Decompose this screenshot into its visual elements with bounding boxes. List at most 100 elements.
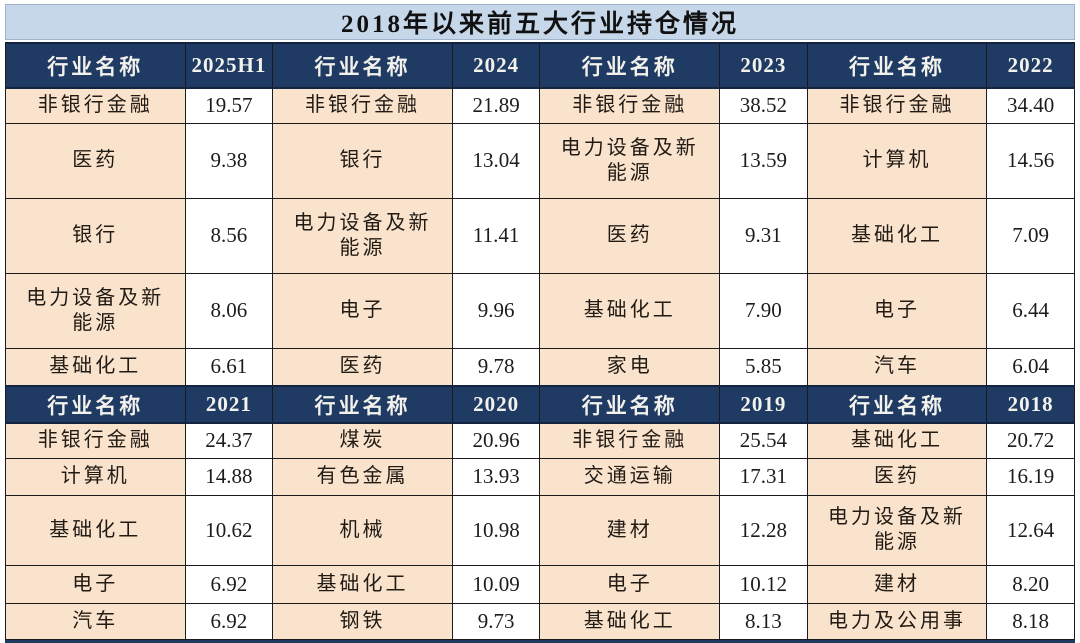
value-cell: 20.72 (986, 422, 1075, 459)
industry-label: 汽车 (72, 609, 119, 632)
industry-label: 交通运输 (583, 465, 676, 487)
industry-cell: 电子 (806, 272, 988, 349)
year-header-cell: 2021 (184, 385, 274, 424)
value-cell: 9.73 (451, 602, 541, 640)
value-cell: 6.92 (184, 564, 274, 604)
industry-cell: 有色金属 (272, 457, 453, 496)
industry-label: 基础化工 (316, 572, 409, 595)
industry-cell: 银行 (5, 197, 186, 274)
header-row-bottom: 行业名称 2021 行业名称 2020 行业名称 2019 行业名称 2018 (5, 385, 1075, 424)
industry-label: 非银行金融 (37, 429, 153, 452)
industry-label: 基础化工 (583, 299, 676, 321)
industry-label: 计算机 (862, 149, 932, 171)
industry-cell: 电子 (539, 564, 721, 604)
industry-label: 电力设备及新能源 (26, 286, 165, 334)
industry-cell: 基础化工 (539, 602, 721, 640)
industry-header-cell: 行业名称 (5, 42, 186, 89)
value-cell: 19.57 (184, 87, 274, 124)
industry-label: 基础化工 (583, 609, 676, 632)
industry-cell: 基础化工 (806, 197, 988, 274)
year-header-cell: 2022 (986, 42, 1075, 89)
value-cell: 16.19 (986, 457, 1075, 496)
industry-cell: 基础化工 (806, 422, 988, 459)
industry-label: 医药 (873, 465, 920, 487)
year-header-cell: 2019 (719, 385, 808, 424)
industry-cell: 医药 (272, 347, 453, 387)
value-cell: 10.09 (451, 564, 541, 604)
industry-cell: 非银行金融 (5, 422, 186, 459)
value-cell: 6.92 (184, 602, 274, 640)
industry-label: 医药 (339, 355, 386, 378)
industry-label: 基础化工 (850, 224, 943, 246)
industry-label: 电子 (606, 572, 653, 595)
industry-label: 家电 (606, 355, 653, 378)
cropped-next-header-strip (5, 639, 1075, 643)
value-cell: 34.40 (986, 87, 1075, 124)
value-cell: 8.20 (986, 564, 1075, 604)
industry-cell: 家电 (539, 347, 721, 387)
value-cell: 8.56 (184, 197, 274, 274)
value-cell: 8.13 (719, 602, 808, 640)
industry-cell: 汽车 (806, 347, 988, 387)
industry-label: 电力设备及新能源 (560, 136, 699, 184)
value-cell: 7.09 (986, 197, 1075, 274)
industry-cell: 基础化工 (5, 347, 186, 387)
table-row: 基础化工 6.61 医药 9.78 家电 5.85 汽车 6.04 (5, 347, 1075, 387)
value-cell: 13.04 (451, 122, 541, 199)
industry-cell: 钢铁 (272, 602, 453, 640)
industry-cell: 非银行金融 (272, 87, 453, 124)
industry-cell: 机械 (272, 494, 453, 566)
year-header-cell: 2018 (986, 385, 1075, 424)
industry-header-cell: 行业名称 (806, 385, 988, 424)
value-cell: 9.78 (451, 347, 541, 387)
industry-cell: 医药 (5, 122, 186, 199)
year-header-cell: 2023 (719, 42, 808, 89)
industry-label: 银行 (72, 224, 119, 246)
industry-cell: 电子 (272, 272, 453, 349)
industry-label: 非银行金融 (839, 94, 955, 117)
industry-label: 有色金属 (316, 465, 409, 487)
industry-label: 基础化工 (850, 429, 943, 452)
table-row: 汽车 6.92 钢铁 9.73 基础化工 8.13 电力及公用事 8.18 (5, 602, 1075, 640)
value-cell: 14.56 (986, 122, 1075, 199)
industry-label: 钢铁 (339, 609, 386, 632)
table-row: 非银行金融 24.37 煤炭 20.96 非银行金融 25.54 基础化工 20… (5, 422, 1075, 459)
industry-cell: 计算机 (806, 122, 988, 199)
industry-cell: 基础化工 (539, 272, 721, 349)
industry-label: 电力设备及新能源 (827, 506, 966, 553)
year-header-cell: 2025H1 (184, 42, 274, 89)
industry-cell: 非银行金融 (5, 87, 186, 124)
industry-label: 电子 (339, 299, 386, 321)
table-row: 医药 9.38 银行 13.04 电力设备及新能源 13.59 计算机 14.5… (5, 122, 1075, 199)
industry-cell: 基础化工 (5, 494, 186, 566)
industry-header-cell: 行业名称 (272, 42, 453, 89)
industry-cell: 银行 (272, 122, 453, 199)
value-cell: 38.52 (719, 87, 808, 124)
industry-cell: 非银行金融 (806, 87, 988, 124)
value-cell: 12.28 (719, 494, 808, 566)
value-cell: 20.96 (451, 422, 541, 459)
industry-label: 电力及公用事 (827, 609, 966, 632)
header-row-top: 行业名称 2025H1 行业名称 2024 行业名称 2023 行业名称 202… (5, 42, 1075, 89)
industry-cell: 电力设备及新能源 (272, 197, 453, 274)
value-cell: 14.88 (184, 457, 274, 496)
industry-label: 银行 (339, 149, 386, 171)
industry-label: 建材 (606, 518, 653, 541)
table-row: 电力设备及新能源 8.06 电子 9.96 基础化工 7.90 电子 6.44 (5, 272, 1075, 349)
value-cell: 7.90 (719, 272, 808, 349)
industry-header-cell: 行业名称 (272, 385, 453, 424)
value-cell: 13.93 (451, 457, 541, 496)
value-cell: 9.96 (451, 272, 541, 349)
industry-label: 非银行金融 (572, 429, 688, 452)
value-cell: 12.64 (986, 494, 1075, 566)
industry-cell: 医药 (539, 197, 721, 274)
value-cell: 6.44 (986, 272, 1075, 349)
industry-cell: 计算机 (5, 457, 186, 496)
industry-cell: 电力设备及新能源 (5, 272, 186, 349)
industry-label: 煤炭 (339, 429, 386, 452)
value-cell: 9.38 (184, 122, 274, 199)
industry-label: 非银行金融 (37, 94, 153, 117)
value-cell: 9.31 (719, 197, 808, 274)
industry-label: 计算机 (60, 465, 130, 487)
